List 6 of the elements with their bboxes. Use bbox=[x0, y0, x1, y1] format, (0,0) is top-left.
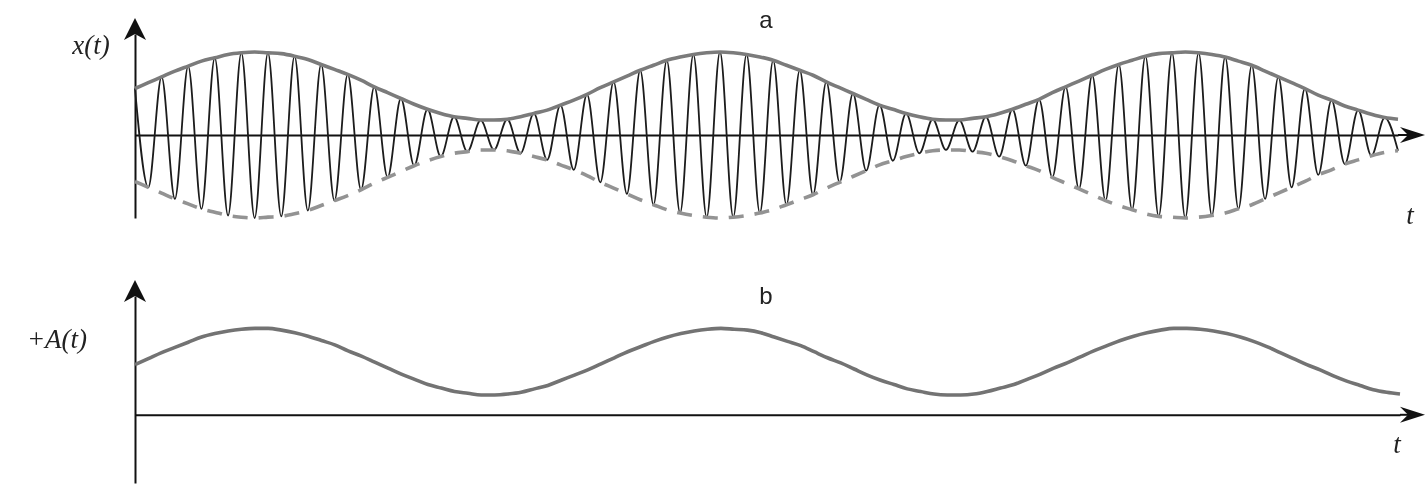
x-axis-title: t bbox=[1406, 200, 1416, 230]
y-axis-title: x(t) bbox=[71, 30, 110, 60]
y-axis-title: +A(t) bbox=[26, 324, 88, 354]
chart-title: a bbox=[759, 6, 774, 33]
chart-title: b bbox=[759, 282, 773, 309]
x-axis-title: t bbox=[1393, 429, 1403, 459]
